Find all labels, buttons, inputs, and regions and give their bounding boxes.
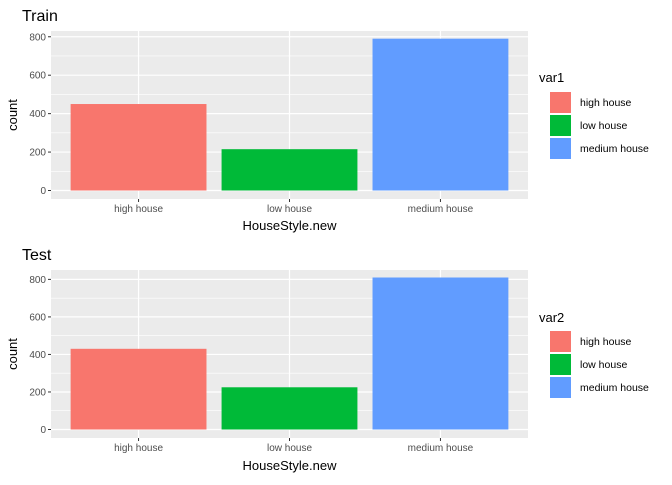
train-legend-title: var1: [539, 70, 564, 85]
train-legend-label: medium house: [580, 143, 649, 155]
train-bar-medium-house: [372, 38, 509, 191]
train-bar-low-house: [221, 149, 358, 191]
test-y-tick-label: 600: [29, 312, 46, 323]
test-chart: Test 0 200 400 600 800 high house low house me…: [5, 247, 649, 473]
train-y-tick-label: 800: [29, 32, 46, 43]
train-y-tick-label: 200: [29, 148, 46, 159]
test-legend-label: low house: [580, 359, 627, 371]
train-y-tick-label: 0: [40, 186, 46, 197]
train-x-tick-label: high house: [114, 204, 163, 215]
train-legend-label: high house: [580, 97, 632, 109]
train-x-tick-label: low house: [267, 204, 312, 215]
test-legend-key: [550, 377, 571, 398]
train-legend-label: low house: [580, 120, 627, 132]
test-y-tick-label: 400: [29, 350, 46, 361]
test-x-axis: high house low house medium house: [114, 438, 474, 454]
test-x-tick-label: high house: [114, 443, 163, 454]
train-x-axis-title: HouseStyle.new: [243, 218, 338, 233]
train-bar-high-house: [70, 104, 207, 191]
test-y-axis: 0 200 400 600 800: [29, 275, 51, 436]
test-legend-label: medium house: [580, 382, 649, 394]
train-y-axis: 0 200 400 600 800: [29, 32, 51, 197]
train-x-axis: high house low house medium house: [114, 199, 474, 215]
test-legend: var2 high house low house medium house: [539, 310, 649, 398]
train-x-tick-label: medium house: [408, 204, 474, 215]
train-chart-title: Train: [22, 8, 58, 25]
train-y-axis-title: count: [5, 99, 20, 131]
train-legend-key: [550, 92, 571, 113]
test-chart-title: Test: [22, 247, 52, 264]
train-bars: [70, 38, 509, 191]
train-legend-key: [550, 115, 571, 136]
train-y-tick-label: 600: [29, 71, 46, 82]
test-legend-key: [550, 331, 571, 352]
test-x-tick-label: medium house: [408, 443, 474, 454]
train-y-tick-label: 400: [29, 109, 46, 120]
test-x-tick-label: low house: [267, 443, 312, 454]
train-legend: var1 high house low house medium house: [539, 70, 649, 159]
test-bar-high-house: [70, 348, 207, 430]
test-bars: [70, 277, 509, 430]
test-bar-medium-house: [372, 277, 509, 430]
test-x-axis-title: HouseStyle.new: [243, 458, 338, 473]
train-chart: Train 0 200 400 600 800 high house low house m…: [5, 8, 649, 233]
test-y-tick-label: 200: [29, 387, 46, 398]
test-legend-title: var2: [539, 310, 564, 325]
test-y-axis-title: count: [5, 338, 20, 370]
test-legend-label: high house: [580, 336, 632, 348]
train-legend-key: [550, 138, 571, 159]
test-y-tick-label: 800: [29, 275, 46, 286]
test-y-tick-label: 0: [40, 425, 46, 436]
test-bar-low-house: [221, 387, 358, 430]
test-legend-key: [550, 354, 571, 375]
